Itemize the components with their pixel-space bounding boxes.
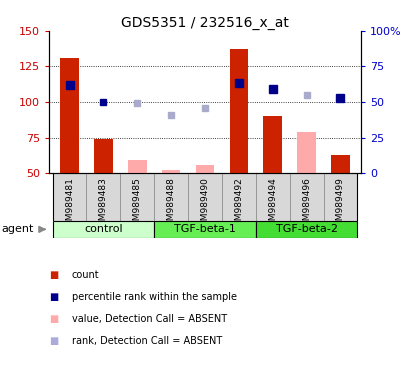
Text: agent: agent [2,224,34,234]
Bar [154,173,188,221]
Text: GSM989496: GSM989496 [301,177,310,232]
Text: GSM989492: GSM989492 [234,177,243,232]
Bar [128,161,146,173]
Text: GSM989485: GSM989485 [133,177,142,232]
Bar [255,173,289,221]
Bar [289,173,323,221]
Text: ■: ■ [49,292,58,302]
Bar [154,221,255,238]
Bar [330,155,349,173]
Text: value, Detection Call = ABSENT: value, Detection Call = ABSENT [72,314,226,324]
Bar [195,165,214,173]
Bar [323,173,357,221]
Text: GSM989499: GSM989499 [335,177,344,232]
Text: TGF-beta-2: TGF-beta-2 [275,224,337,234]
Bar [60,58,79,173]
Text: ■: ■ [49,336,58,346]
Bar [188,173,221,221]
Text: GSM989490: GSM989490 [200,177,209,232]
Bar [52,221,154,238]
Title: GDS5351 / 232516_x_at: GDS5351 / 232516_x_at [121,16,288,30]
Bar [86,173,120,221]
Text: GSM989481: GSM989481 [65,177,74,232]
Bar [162,170,180,173]
Text: GSM989494: GSM989494 [267,177,276,232]
Text: count: count [72,270,99,280]
Text: TGF-beta-1: TGF-beta-1 [174,224,235,234]
Text: GSM989488: GSM989488 [166,177,175,232]
Text: percentile rank within the sample: percentile rank within the sample [72,292,236,302]
Bar [297,132,315,173]
Bar [94,139,112,173]
Text: ■: ■ [49,314,58,324]
Text: GSM989483: GSM989483 [99,177,108,232]
Bar [120,173,154,221]
Bar [221,173,255,221]
Bar [52,173,86,221]
Bar [229,49,247,173]
Text: control: control [84,224,122,234]
Text: ■: ■ [49,270,58,280]
Bar [255,221,357,238]
Bar [263,116,281,173]
Text: rank, Detection Call = ABSENT: rank, Detection Call = ABSENT [72,336,221,346]
